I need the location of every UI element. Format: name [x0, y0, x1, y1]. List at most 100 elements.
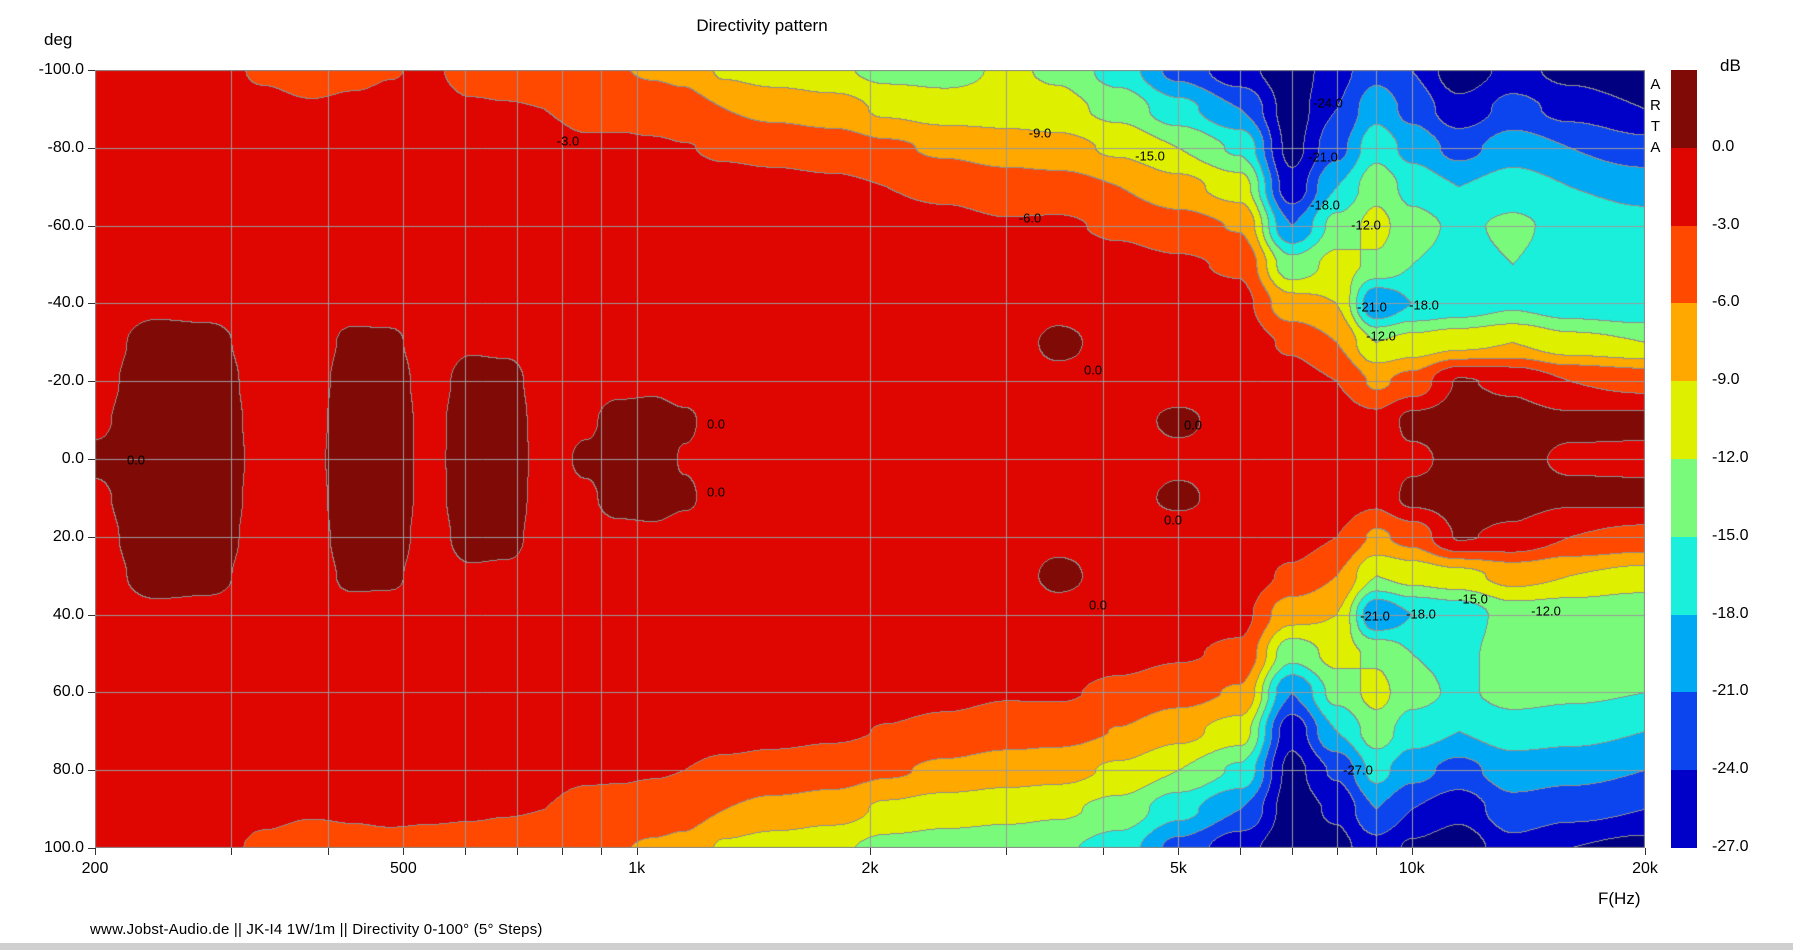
y-tick-label: 80.0 — [52, 761, 84, 779]
x-tick-label: 10k — [1398, 860, 1425, 877]
x-tick-label: 500 — [390, 860, 417, 877]
y-tick-mark — [88, 70, 95, 71]
x-tick-mark — [1292, 848, 1293, 855]
contour-value-label: 0.0 — [1183, 417, 1203, 433]
contour-value-label: -21.0 — [1360, 608, 1390, 624]
x-tick-mark — [95, 848, 96, 855]
y-tick-label: 0.0 — [61, 450, 84, 467]
colorbar-segment — [1671, 303, 1697, 382]
x-axis-label: F(Hz) — [1598, 889, 1641, 908]
colorbar-segment — [1671, 147, 1697, 227]
y-tick-mark — [88, 536, 95, 538]
contour-value-label: -18.0 — [1310, 197, 1340, 213]
colorbar-segment — [1671, 225, 1697, 304]
y-tick-mark — [88, 147, 95, 149]
contour-value-label: 0.0 — [1163, 512, 1183, 528]
x-tick-mark — [328, 848, 329, 855]
x-tick-mark — [601, 848, 602, 855]
y-tick-label: -40.0 — [47, 294, 84, 312]
x-tick-mark — [1337, 848, 1338, 855]
x-tick-label: 1k — [628, 860, 646, 877]
contour-value-label: -15.0 — [1458, 591, 1488, 607]
colorbar — [1671, 70, 1697, 849]
x-tick-mark — [231, 848, 232, 855]
footer-caption: www.Jobst-Audio.de || JK-I4 1W/1m || Dir… — [90, 921, 543, 938]
y-tick-mark — [88, 692, 95, 694]
colorbar-segment — [1671, 70, 1697, 149]
colorbar-segment — [1671, 459, 1697, 538]
contour-value-label: 0.0 — [706, 484, 726, 500]
x-tick-mark — [637, 848, 638, 855]
arta-watermark: A R T A — [1650, 76, 1661, 156]
contour-value-label: -21.0 — [1357, 299, 1387, 315]
x-tick-label: 200 — [81, 860, 109, 877]
colorbar-tick-label: -18.0 — [1712, 604, 1749, 622]
y-tick-mark — [88, 459, 95, 460]
y-tick-mark — [88, 848, 95, 849]
x-tick-mark — [1103, 848, 1104, 855]
colorbar-segment — [1671, 770, 1697, 849]
colorbar-tick-label: -12.0 — [1712, 449, 1749, 466]
y-tick-label: -20.0 — [47, 372, 84, 390]
colorbar-tick-label: -24.0 — [1712, 760, 1749, 778]
contour-value-label: -18.0 — [1406, 606, 1436, 622]
x-tick-mark — [562, 848, 563, 855]
x-tick-mark — [1178, 848, 1179, 855]
x-tick-mark — [1645, 848, 1646, 855]
contour-value-label: -9.0 — [1028, 125, 1052, 141]
x-tick-mark — [1240, 848, 1241, 855]
x-tick-mark — [870, 848, 871, 855]
contour-value-label: -21.0 — [1308, 149, 1338, 165]
x-tick-mark — [1412, 848, 1413, 855]
x-tick-label: 20k — [1632, 860, 1658, 877]
x-tick-mark — [465, 848, 466, 855]
window-bottom-edge — [0, 943, 1793, 950]
x-tick-mark — [517, 848, 518, 855]
x-tick-mark — [403, 848, 404, 855]
colorbar-tick-label: -15.0 — [1712, 526, 1749, 544]
colorbar-tick-label: -3.0 — [1712, 215, 1740, 233]
y-tick-label: 100.0 — [43, 839, 84, 856]
colorbar-segment — [1671, 614, 1697, 693]
y-tick-mark — [88, 225, 95, 227]
contour-value-label: -6.0 — [1018, 210, 1042, 226]
y-tick-mark — [88, 381, 95, 383]
y-tick-mark — [88, 614, 95, 616]
y-tick-label: -60.0 — [47, 216, 84, 234]
y-tick-label: 40.0 — [52, 605, 84, 623]
contour-value-label: -12.0 — [1366, 328, 1396, 344]
contour-value-label: -3.0 — [556, 133, 580, 149]
colorbar-tick-label: -6.0 — [1712, 293, 1740, 311]
colorbar-tick-label: -9.0 — [1712, 371, 1740, 389]
contour-value-label: -27.0 — [1343, 762, 1373, 778]
y-tick-mark — [88, 303, 95, 305]
y-tick-label: -80.0 — [47, 138, 84, 156]
contour-value-label: -15.0 — [1135, 148, 1165, 164]
x-tick-label: 5k — [1169, 860, 1187, 877]
contour-value-label: -12.0 — [1351, 217, 1381, 233]
y-tick-label: -100.0 — [38, 61, 84, 78]
y-tick-label: 20.0 — [52, 527, 84, 545]
y-tick-mark — [88, 770, 95, 772]
colorbar-tick-label: 0.0 — [1712, 137, 1735, 155]
contour-value-label: 0.0 — [126, 452, 146, 468]
x-tick-label: 2k — [861, 860, 879, 877]
colorbar-segment — [1671, 692, 1697, 771]
x-tick-mark — [1006, 848, 1007, 855]
page-title: Directivity pattern — [696, 16, 828, 35]
contour-value-label: -24.0 — [1313, 95, 1343, 111]
colorbar-label: dB — [1720, 56, 1741, 75]
contour-value-label: 0.0 — [706, 416, 726, 432]
colorbar-segment — [1671, 536, 1697, 616]
contour-value-label: 0.0 — [1088, 597, 1108, 613]
y-axis-label: deg — [44, 30, 73, 49]
colorbar-segment — [1671, 381, 1697, 460]
contour-value-label: -18.0 — [1409, 297, 1439, 313]
colorbar-tick-label: -21.0 — [1712, 682, 1749, 700]
directivity-contour-plot — [95, 70, 1645, 848]
colorbar-tick-label: -27.0 — [1712, 838, 1749, 855]
contour-value-label: -12.0 — [1531, 603, 1561, 619]
y-tick-label: 60.0 — [52, 683, 84, 701]
contour-heatmap-canvas — [95, 70, 1645, 848]
x-tick-mark — [1376, 848, 1377, 855]
